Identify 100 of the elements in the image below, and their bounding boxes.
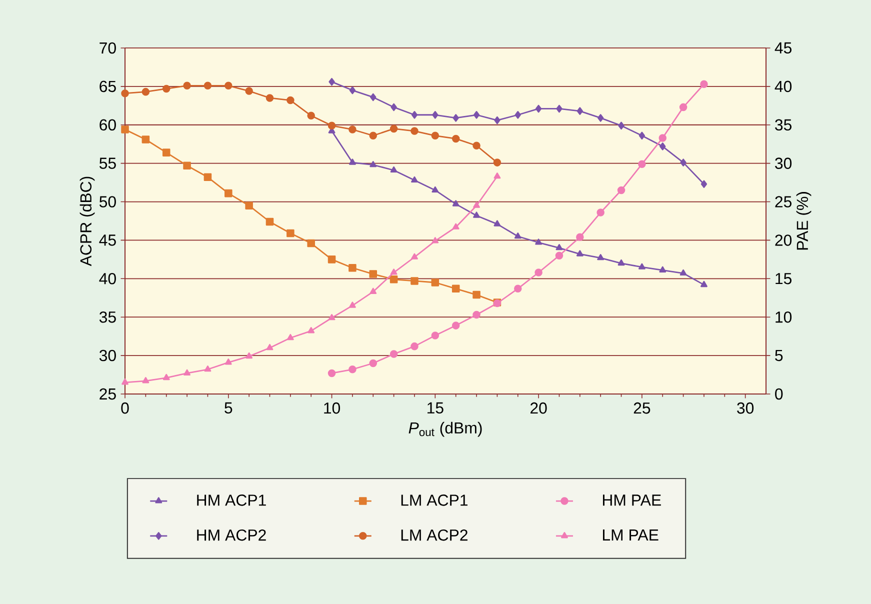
y2-axis-title: PAE (%) (796, 192, 812, 250)
y2-tick-label: 20 (775, 234, 792, 246)
point (618, 122, 624, 130)
legend-label: HM ACP1 (197, 494, 266, 506)
point (348, 126, 356, 134)
x-axis-title: P$_{out}$ (dBm) (408, 422, 482, 437)
point (348, 365, 356, 374)
point (514, 284, 522, 293)
point (494, 172, 501, 179)
point (411, 176, 418, 183)
point (370, 288, 377, 294)
point (142, 377, 150, 384)
point (431, 132, 440, 140)
y-tick-label: 70 (100, 42, 116, 54)
point (638, 132, 646, 140)
point (680, 269, 687, 276)
point (183, 162, 191, 170)
point (452, 114, 459, 122)
y-tick-label: 25 (100, 388, 116, 400)
point (534, 268, 542, 276)
point (369, 270, 378, 278)
y2-tick-label: 10 (776, 311, 792, 323)
point (328, 369, 336, 378)
point (535, 238, 542, 245)
point (452, 134, 460, 143)
point (660, 142, 666, 150)
point (162, 148, 170, 156)
y2-tick-label: 5 (775, 350, 783, 362)
point (411, 110, 418, 119)
point (162, 374, 170, 380)
point (122, 378, 128, 385)
x-tick-label: 20 (530, 402, 547, 414)
point (494, 116, 500, 124)
point (390, 124, 398, 133)
y-tick-label: 45 (99, 234, 116, 246)
point (246, 352, 253, 359)
point (472, 310, 480, 319)
point (431, 332, 440, 340)
y2-tick-label: 45 (774, 42, 792, 54)
point (659, 266, 666, 272)
point (555, 252, 564, 260)
y-tick-label: 30 (99, 350, 116, 362)
point (308, 327, 315, 334)
x-tick-label: 5 (224, 402, 232, 414)
point (390, 350, 398, 358)
point (142, 136, 150, 144)
x-tick-label: 15 (428, 402, 444, 414)
point (266, 344, 274, 350)
point (224, 358, 232, 365)
y-tick-label: 60 (100, 119, 116, 131)
point (307, 239, 315, 248)
x-tick-label: 30 (737, 402, 754, 414)
point (472, 142, 480, 150)
point (618, 259, 625, 266)
point (493, 158, 502, 166)
point (411, 253, 418, 260)
point (121, 89, 129, 98)
point (658, 134, 667, 142)
point (410, 277, 418, 285)
point (328, 314, 336, 320)
point (576, 250, 584, 256)
point (432, 110, 438, 119)
point (432, 237, 439, 244)
point (638, 160, 646, 168)
point (535, 104, 542, 113)
point (700, 180, 708, 188)
point (370, 160, 377, 168)
point (556, 104, 562, 113)
point (638, 263, 646, 270)
point (348, 264, 356, 272)
point (224, 189, 232, 198)
point (390, 103, 397, 112)
point (286, 334, 294, 340)
point (452, 200, 460, 206)
point (224, 82, 232, 90)
point (349, 86, 356, 94)
point (245, 87, 253, 95)
y2-tick-label: 25 (775, 196, 792, 208)
y-axis-title: ACPR (dBC) (80, 176, 95, 266)
point (494, 220, 501, 226)
point (328, 122, 336, 130)
point (369, 132, 378, 140)
point (576, 233, 584, 242)
point (349, 302, 356, 308)
y2-tick-label: 0 (775, 388, 783, 400)
point (473, 212, 480, 218)
point (142, 88, 150, 96)
y-tick-label: 40 (99, 273, 116, 284)
point (514, 232, 522, 239)
point (452, 223, 460, 230)
point (121, 126, 129, 134)
y2-tick-label: 30 (775, 158, 792, 169)
y2-tick-label: 40 (774, 80, 792, 92)
point (369, 359, 378, 368)
point (473, 202, 480, 208)
point (452, 284, 460, 293)
x-tick-label: 25 (634, 402, 650, 414)
point (596, 208, 604, 216)
point (410, 127, 418, 135)
point (183, 82, 191, 90)
